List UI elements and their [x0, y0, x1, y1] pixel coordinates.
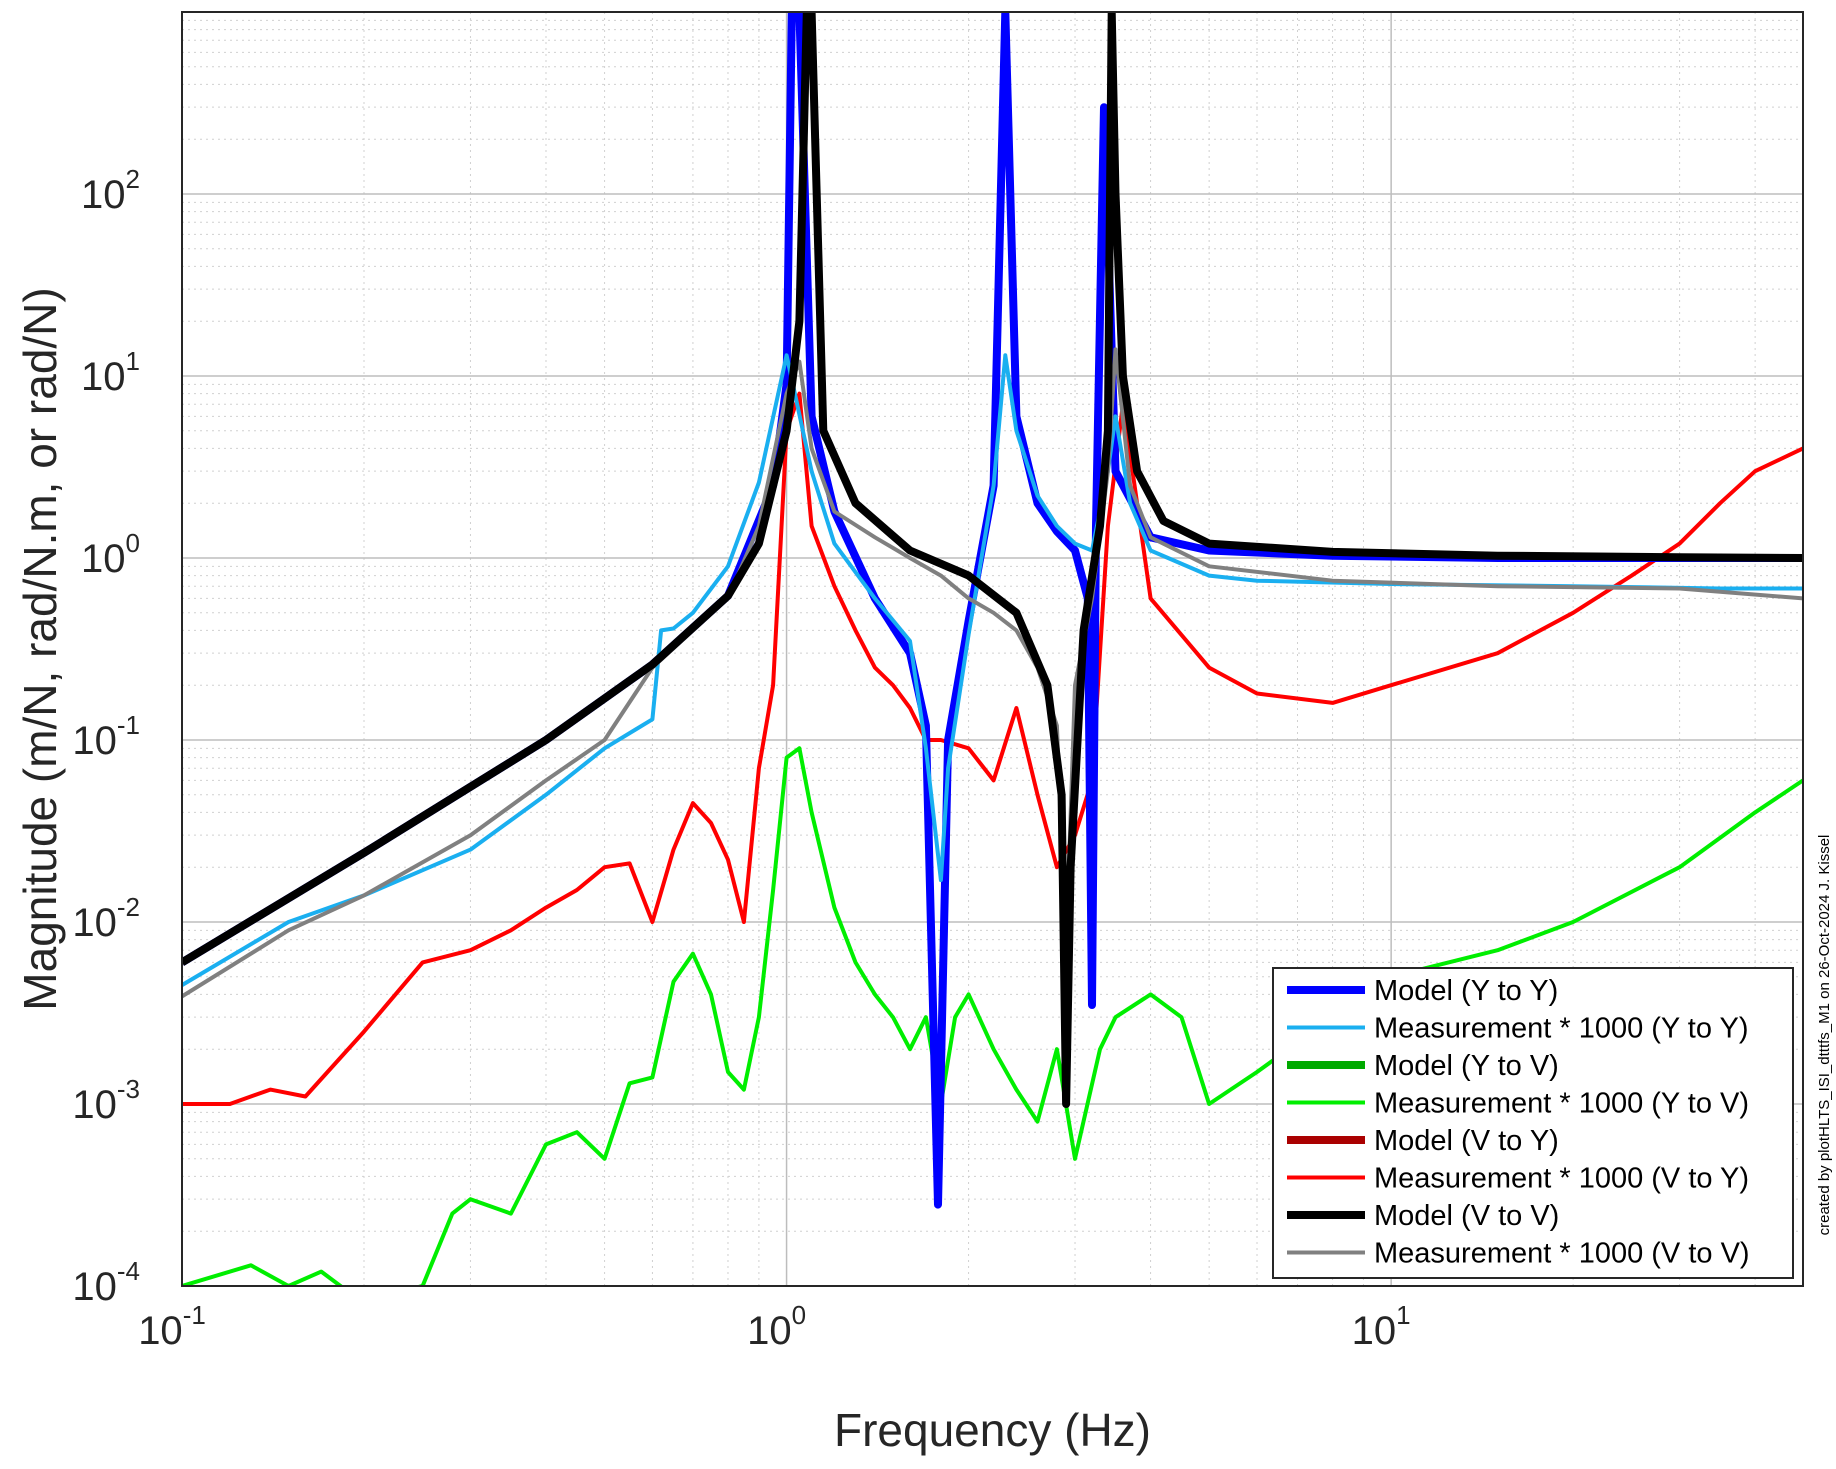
legend-entry: Measurement * 1000 (Y to Y): [1374, 1013, 1749, 1045]
series-line: [182, 12, 1803, 1108]
legend-entry: Model (V to V): [1374, 1200, 1559, 1232]
legend: Model (Y to Y) Measurement * 1000 (Y to Y…: [1272, 967, 1794, 1279]
legend-entry: Measurement * 1000 (V to V): [1374, 1238, 1750, 1270]
plot-frame: [181, 11, 1804, 1287]
legend-entry: Model (V to Y): [1374, 1125, 1559, 1157]
legend-entry: Measurement * 1000 (V to Y): [1374, 1163, 1749, 1195]
x-tick-label: 10-1: [138, 1300, 206, 1353]
legend-entry: Model (Y to Y): [1374, 975, 1558, 1007]
series-line: [182, 746, 1803, 1286]
series-line: [182, 391, 1803, 1106]
legend-entry: Measurement * 1000 (Y to V): [1374, 1088, 1749, 1120]
x-axis-label: Frequency (Hz): [834, 1404, 1151, 1456]
legend-entry: Model (Y to V): [1374, 1050, 1559, 1082]
series-line: [182, 353, 1803, 987]
data-series: [182, 12, 1803, 1286]
y-axis-label: Magnitude (m/N, rad/N.m, or rad/N): [14, 287, 66, 1010]
legend-box: [1272, 967, 1794, 1279]
y-tick-label: 10-4: [72, 1256, 140, 1309]
footer-note: created by plotHLTS_ISI_dtttfs_M1 on 26-…: [1816, 835, 1833, 1236]
series-line: [182, 347, 1803, 999]
